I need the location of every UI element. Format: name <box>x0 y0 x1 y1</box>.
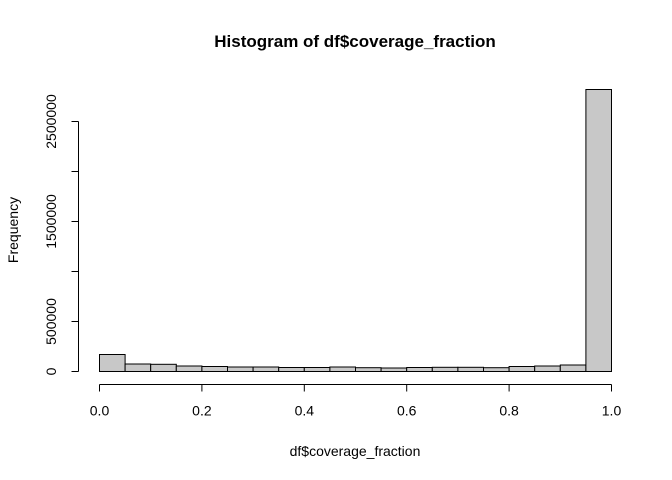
x-tick-label: 1.0 <box>602 403 622 419</box>
y-tick-label: 1500000 <box>43 194 59 249</box>
histogram-bar <box>431 366 459 372</box>
histogram-bar <box>483 367 510 373</box>
histogram-bar <box>534 365 561 372</box>
y-tick-label: 0 <box>43 367 59 375</box>
histogram-bar <box>99 354 126 372</box>
x-tick-label: 0.6 <box>397 403 417 419</box>
histogram-bar <box>355 367 382 373</box>
y-axis-label: Frequency <box>5 197 21 263</box>
histogram-bar <box>329 366 356 372</box>
histogram-bar <box>124 363 152 372</box>
y-tick-label: 2500000 <box>43 94 59 149</box>
chart-title: Histogram of df$coverage_fraction <box>214 32 496 51</box>
x-axis-label: df$coverage_fraction <box>290 443 421 459</box>
histogram-bar <box>303 367 331 372</box>
histogram-bar <box>175 365 203 372</box>
histogram-bar <box>150 363 177 372</box>
histogram-bar <box>559 364 587 372</box>
x-axis: 0.0 0.2 0.4 0.6 0.8 1.0 <box>90 384 622 419</box>
x-tick-label: 0.2 <box>192 403 212 419</box>
histogram-bar <box>201 366 228 372</box>
histogram-bar <box>508 366 536 372</box>
y-axis: 0 500000 1500000 2500000 <box>43 94 79 375</box>
histogram-bar <box>585 89 613 372</box>
x-tick-label: 0.8 <box>499 403 519 419</box>
histogram-bar <box>380 367 408 372</box>
histogram-bar <box>406 367 433 372</box>
x-tick-label: 0.4 <box>295 403 315 419</box>
histogram-bar <box>252 366 280 372</box>
histogram-bar <box>278 367 305 372</box>
bars-group <box>99 89 613 373</box>
y-tick-label: 500000 <box>43 298 59 345</box>
histogram-bar <box>227 366 254 372</box>
x-tick-label: 0.0 <box>90 403 110 419</box>
histogram-bar <box>457 366 484 372</box>
